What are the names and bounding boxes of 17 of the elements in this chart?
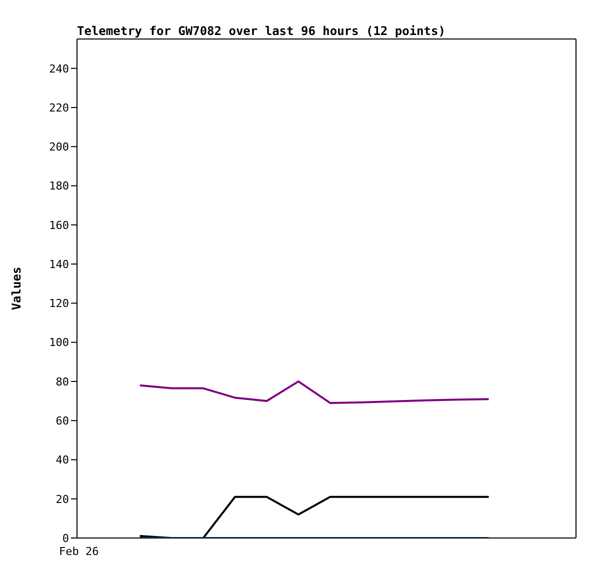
line-series xyxy=(138,380,490,404)
y-tick-label: 140 xyxy=(49,258,69,271)
y-tick-label: 160 xyxy=(49,218,69,232)
y-tick-label: 60 xyxy=(56,414,69,428)
y-axis-title: Values xyxy=(9,266,24,310)
y-tick-label: 20 xyxy=(56,492,69,506)
y-tick-label: 40 xyxy=(56,454,69,467)
y-tick-label: 240 xyxy=(49,62,69,76)
y-tick-label: 200 xyxy=(49,140,69,154)
y-tick-label: 80 xyxy=(56,375,69,388)
y-tick-label: 180 xyxy=(49,180,69,193)
y-tick-label: 100 xyxy=(49,336,69,350)
chart-title: Telemetry for GW7082 over last 96 hours (12 points) xyxy=(77,24,446,38)
y-tick-label: 220 xyxy=(49,101,69,114)
y-tick-label: 0 xyxy=(62,532,69,545)
y-tick-label: 120 xyxy=(49,297,69,310)
text: Feb 26 xyxy=(59,545,99,558)
